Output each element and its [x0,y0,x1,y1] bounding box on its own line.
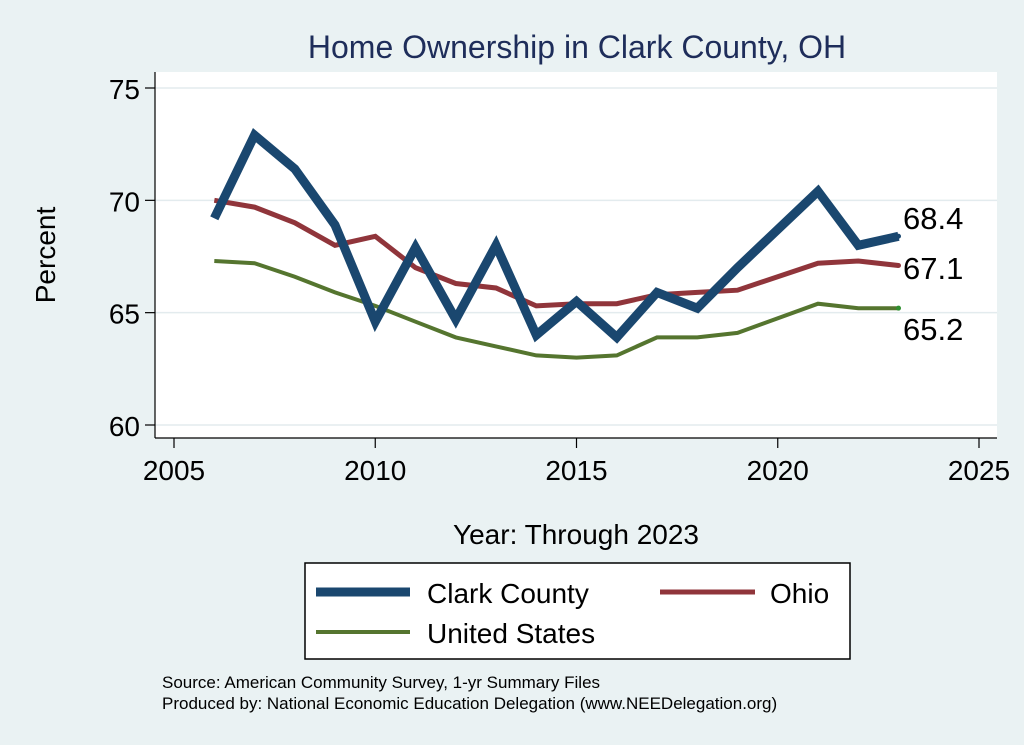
legend: Clark County Ohio United States [304,562,851,660]
series-line-clark-county [210,128,900,344]
legend-label-clark-county: Clark County [427,578,589,609]
x-tick-label: 2020 [747,455,809,486]
legend-box [304,562,851,660]
data-point-united-states [896,305,901,311]
end-label-united-states: 65.2 [903,312,963,347]
y-tick-label: 70 [109,186,140,217]
data-point-ohio [896,262,901,268]
legend-label-united-states: United States [427,618,595,649]
y-tick-label: 75 [109,74,140,105]
series-lines [210,128,901,360]
data-point-clark-county [896,233,901,239]
series-line-united-states [214,259,899,360]
x-tick-label: 2015 [545,455,607,486]
producer-note: Produced by: National Economic Education… [162,694,777,713]
x-tick-label: 2010 [344,455,406,486]
y-tick-label: 65 [109,299,140,330]
x-tick-label: 2005 [143,455,205,486]
plot-area [155,72,997,438]
end-label-clark-county: 68.4 [903,201,963,236]
x-axis-label: Year: Through 2023 [453,519,699,550]
legend-label-ohio: Ohio [770,578,829,609]
y-axis-label: Percent [30,207,61,304]
gridlines [155,87,997,426]
x-tick-label: 2025 [948,455,1010,486]
end-label-ohio: 67.1 [903,251,963,286]
series-line-ohio [213,197,899,309]
source-note: Source: American Community Survey, 1-yr … [162,673,600,692]
end-labels: 68.4 67.1 65.2 [903,201,963,347]
y-tick-label: 60 [109,411,140,442]
chart-title: Home Ownership in Clark County, OH [308,29,846,65]
